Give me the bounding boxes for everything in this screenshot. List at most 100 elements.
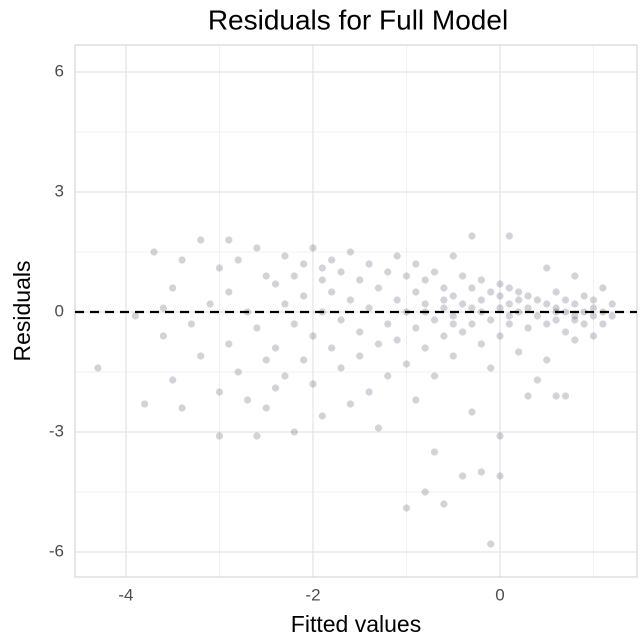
point <box>561 328 570 336</box>
point <box>552 288 560 296</box>
point <box>599 284 607 292</box>
point <box>215 432 224 440</box>
point <box>374 284 383 292</box>
point <box>552 304 560 312</box>
y-tick-label: 3 <box>55 181 64 200</box>
point <box>243 396 252 404</box>
point <box>346 296 354 304</box>
point <box>599 320 607 328</box>
point <box>412 324 420 332</box>
point <box>356 352 364 360</box>
point <box>328 344 336 352</box>
point <box>393 252 401 260</box>
point <box>449 320 457 328</box>
point <box>449 312 457 320</box>
point <box>543 320 551 328</box>
point <box>215 388 224 396</box>
point <box>253 244 261 252</box>
point <box>281 372 289 380</box>
point <box>561 308 570 316</box>
point <box>505 232 513 240</box>
point <box>496 332 504 340</box>
point <box>281 252 289 260</box>
point <box>449 352 457 360</box>
point <box>571 316 579 324</box>
point <box>384 320 392 328</box>
point <box>421 488 429 496</box>
point <box>571 336 579 344</box>
point <box>477 276 485 284</box>
point <box>159 304 167 312</box>
point <box>571 300 579 308</box>
point <box>430 448 439 456</box>
point <box>468 408 476 416</box>
point <box>281 300 289 308</box>
point <box>421 276 429 284</box>
point <box>477 296 485 304</box>
point <box>169 284 177 292</box>
y-tick-label: 0 <box>55 301 64 320</box>
point <box>515 348 523 356</box>
point <box>234 256 242 264</box>
point <box>328 288 336 296</box>
point <box>430 316 439 324</box>
point <box>580 320 588 328</box>
point <box>580 308 588 316</box>
point <box>468 232 476 240</box>
point <box>421 344 429 352</box>
point <box>468 320 476 328</box>
point <box>309 380 317 388</box>
point <box>459 472 467 480</box>
point <box>496 280 504 288</box>
point <box>384 268 392 276</box>
y-tick-label: 6 <box>55 61 64 80</box>
point <box>374 424 383 432</box>
point <box>589 304 598 312</box>
point <box>262 404 270 412</box>
point <box>561 392 570 400</box>
point <box>430 268 439 276</box>
point <box>94 364 102 372</box>
point <box>402 504 411 512</box>
y-tick-label: -6 <box>49 541 64 560</box>
chart-title: Residuals for Full Model <box>208 4 508 35</box>
point <box>300 292 308 300</box>
point <box>290 320 298 328</box>
point <box>412 396 420 404</box>
point <box>589 296 598 304</box>
point <box>487 288 495 296</box>
point <box>440 304 448 312</box>
point <box>552 392 560 400</box>
x-tick-label: -4 <box>118 585 133 604</box>
point <box>505 320 513 328</box>
point <box>225 340 233 348</box>
point <box>524 324 532 332</box>
point <box>524 392 532 400</box>
point <box>346 248 354 256</box>
point <box>150 248 158 256</box>
point <box>505 284 513 292</box>
point <box>580 292 588 300</box>
point <box>412 260 420 268</box>
point <box>337 316 345 324</box>
point <box>533 376 542 384</box>
point <box>477 468 485 476</box>
point <box>468 304 476 312</box>
point <box>440 500 448 508</box>
point <box>271 280 280 288</box>
point <box>440 296 448 304</box>
point <box>309 332 317 340</box>
point <box>225 288 233 296</box>
point <box>318 264 326 272</box>
point <box>253 324 261 332</box>
point <box>262 356 270 364</box>
point <box>197 236 205 244</box>
point <box>468 284 476 292</box>
point <box>515 296 523 304</box>
point <box>215 264 224 272</box>
point <box>589 312 598 320</box>
point <box>337 364 345 372</box>
point <box>337 268 345 276</box>
point <box>356 276 364 284</box>
